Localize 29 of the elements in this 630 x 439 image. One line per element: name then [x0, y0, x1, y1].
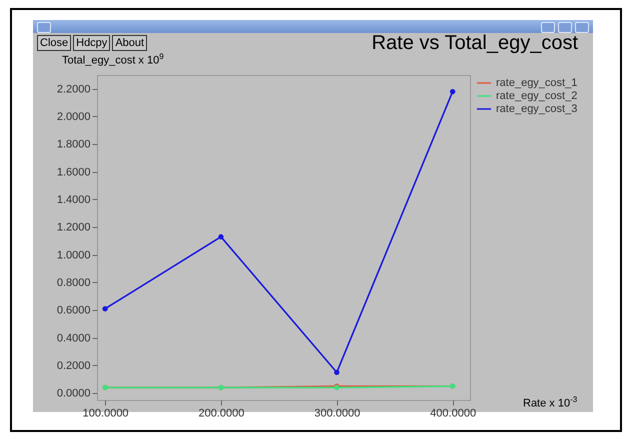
y-tick-label: 0.0000: [56, 388, 90, 400]
x-axis-title: Rate x 10$^{-3}$: [523, 395, 578, 410]
y-tick-label: 0.6000: [56, 304, 90, 317]
y-tick-label: 1.8000: [56, 138, 90, 151]
point: [218, 234, 224, 240]
x-tick-label: 300.0000: [314, 408, 360, 420]
y-axis-title: Total_egy_cost x 10$^{9}$: [62, 52, 164, 67]
y-tick-label: 0.2000: [56, 360, 90, 372]
text: Hdcpy: [73, 35, 110, 51]
point: [102, 306, 108, 312]
legend-label: rate_egy_cost_1: [496, 77, 578, 89]
y-tick-label: 1.2000: [56, 222, 90, 234]
y-tick-label: 2.0000: [56, 110, 90, 123]
y-tick-label: 1.4000: [56, 194, 90, 206]
text: About: [112, 35, 148, 51]
y-tick-label: 0.4000: [56, 332, 90, 344]
text: Close: [37, 35, 72, 51]
point: [450, 88, 456, 94]
point: [334, 370, 340, 375]
y-tick-label: 0.8000: [56, 276, 90, 289]
y-tick-label: 2.2000: [56, 83, 90, 96]
y-tick-label: 1.0000: [56, 249, 90, 262]
x-tick-label: 400.0000: [430, 408, 476, 420]
legend-label: rate_egy_cost_2: [496, 90, 578, 102]
y-tick-label: 1.6000: [56, 166, 90, 178]
x-tick-label: 200.0000: [198, 408, 244, 420]
x-tick-label: 100.0000: [82, 408, 129, 420]
legend-label: rate_egy_cost_3: [496, 103, 578, 115]
chart-title: Rate vs Total_egy_cost: [372, 32, 578, 54]
